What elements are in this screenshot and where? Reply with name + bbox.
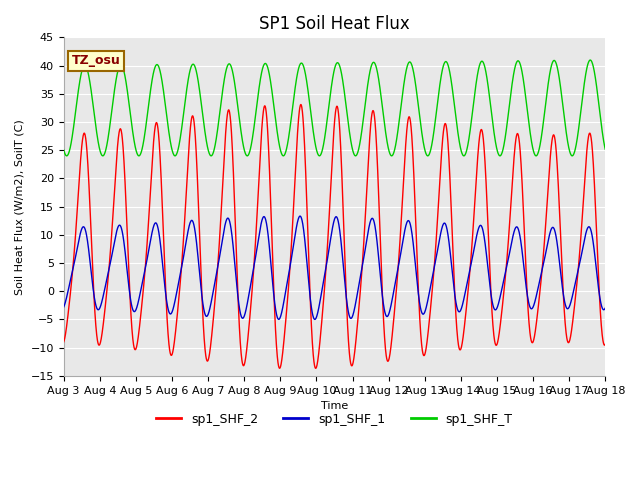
sp1_SHF_2 (291, 180, 299, 185)
sp1_SHF_2 (60, 339, 67, 345)
sp1_SHF_2 (591, 193, 599, 199)
sp1_SHF_1 (154, 223, 161, 229)
sp1_SHF_T (268, 84, 275, 90)
sp1_SHF_1 (602, 305, 609, 311)
sp1_SHF_2 (312, 365, 319, 371)
sp1_SHF_T (60, 147, 67, 153)
Legend: sp1_SHF_2, sp1_SHF_1, sp1_SHF_T: sp1_SHF_2, sp1_SHF_1, sp1_SHF_T (151, 408, 518, 431)
sp1_SHF_1 (291, 234, 299, 240)
sp1_SHF_T (586, 57, 594, 63)
sp1_SHF_1 (268, 266, 275, 272)
Line: sp1_SHF_1: sp1_SHF_1 (63, 216, 605, 319)
sp1_SHF_1 (296, 213, 304, 219)
sp1_SHF_2 (297, 102, 305, 108)
sp1_SHF_2 (154, 123, 161, 129)
sp1_SHF_1 (532, 292, 540, 298)
Title: SP1 Soil Heat Flux: SP1 Soil Heat Flux (259, 15, 410, 33)
Y-axis label: Soil Heat Flux (W/m2), SoilT (C): Soil Heat Flux (W/m2), SoilT (C) (15, 119, 25, 295)
Line: sp1_SHF_2: sp1_SHF_2 (63, 105, 605, 368)
sp1_SHF_T (532, 153, 540, 158)
sp1_SHF_T (154, 62, 161, 68)
sp1_SHF_T (591, 72, 599, 78)
sp1_SHF_2 (268, 218, 275, 224)
sp1_SHF_T (291, 87, 299, 93)
sp1_SHF_T (602, 146, 609, 152)
sp1_SHF_T (532, 153, 540, 159)
sp1_SHF_1 (122, 252, 129, 257)
sp1_SHF_1 (60, 304, 67, 310)
sp1_SHF_2 (122, 187, 129, 193)
sp1_SHF_1 (591, 253, 599, 259)
X-axis label: Time: Time (321, 401, 348, 411)
Text: TZ_osu: TZ_osu (72, 54, 120, 67)
sp1_SHF_1 (311, 316, 319, 322)
Line: sp1_SHF_T: sp1_SHF_T (63, 60, 605, 156)
sp1_SHF_2 (602, 342, 609, 348)
sp1_SHF_T (122, 76, 129, 82)
sp1_SHF_2 (532, 318, 540, 324)
